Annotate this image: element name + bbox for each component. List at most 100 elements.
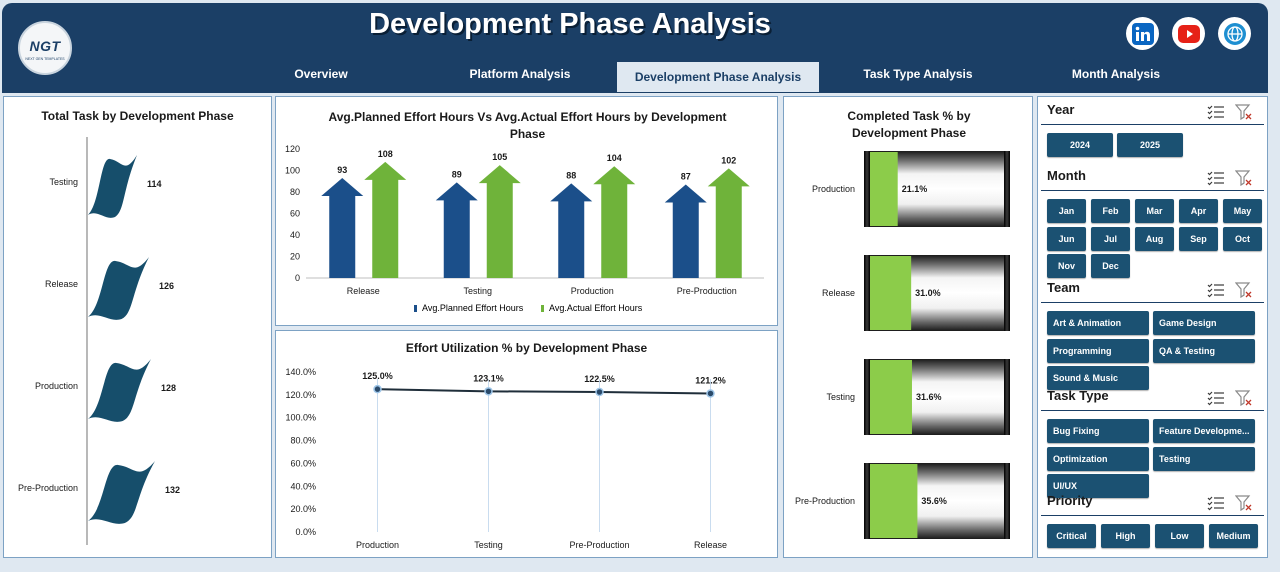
slicer-item[interactable]: Critical <box>1047 524 1096 548</box>
multi-select-icon <box>1207 171 1224 186</box>
slicer-item[interactable]: Oct <box>1223 226 1262 251</box>
slicer-item[interactable]: Feature Developme... <box>1153 419 1255 443</box>
gauge-cap-left <box>864 151 870 227</box>
website-button[interactable] <box>1218 17 1251 50</box>
legend-planned-label: Avg.Planned Effort Hours <box>422 303 524 313</box>
clear-filter-button[interactable] <box>1234 390 1253 411</box>
tab-month-analysis[interactable]: Month Analysis <box>1071 67 1161 81</box>
slicer-item[interactable]: May <box>1223 199 1262 223</box>
youtube-button[interactable] <box>1172 17 1205 50</box>
logo-text: NGT <box>29 38 61 54</box>
x-category-label: Pre-Production <box>569 540 629 550</box>
slicer-item[interactable]: Medium <box>1209 524 1258 548</box>
slicer-item[interactable]: QA & Testing <box>1153 338 1255 363</box>
multi-select-button[interactable] <box>1207 170 1225 191</box>
gauge-fill <box>869 360 912 434</box>
slicer-item[interactable]: Bug Fixing <box>1047 419 1149 443</box>
slicer-item[interactable]: Jan <box>1047 199 1086 223</box>
slicer-divider <box>1041 410 1264 411</box>
slicer-item[interactable]: 2024 <box>1047 133 1113 157</box>
tab-platform-analysis[interactable]: Platform Analysis <box>469 67 571 81</box>
y-tick-label: 80 <box>290 187 300 197</box>
clear-filter-button[interactable] <box>1234 104 1253 125</box>
clear-filter-button[interactable] <box>1234 495 1253 516</box>
effort-value-label: 88 <box>566 170 576 180</box>
tab-task-type-analysis[interactable]: Task Type Analysis <box>863 67 973 81</box>
completed-task-title: Completed Task % by Development Phase <box>847 109 971 140</box>
slicer-item[interactable]: Apr <box>1179 199 1218 223</box>
effort-utilization-chart: 0.0% 20.0% 40.0% 60.0% 80.0% 100.0% 120.0% 140.… <box>285 367 727 550</box>
y-tick-label: 20.0% <box>290 504 316 514</box>
slicer-title: Priority <box>1047 493 1093 508</box>
legend-actual-swatch <box>541 304 544 312</box>
slicer-item[interactable]: Jul <box>1091 226 1130 251</box>
slicer-item[interactable]: Jun <box>1047 226 1086 251</box>
effort-utilization-panel: Effort Utilization % by Development Phas… <box>275 330 778 558</box>
x-category-label: Testing <box>474 540 503 550</box>
slicer-item[interactable]: Art & Animation <box>1047 311 1149 335</box>
slicer-item[interactable]: Optimization <box>1047 446 1149 471</box>
tab-overview[interactable]: Overview <box>294 67 348 81</box>
slicer-item[interactable]: Nov <box>1047 254 1086 278</box>
x-category-label: Pre-Production <box>677 286 737 296</box>
slicer-item[interactable]: Dec <box>1091 254 1130 278</box>
slicer-item[interactable]: Programming <box>1047 338 1149 363</box>
logo: NGT NEXT GEN TEMPLATES <box>18 21 72 75</box>
linkedin-icon <box>1131 22 1154 45</box>
clear-filter-icon <box>1234 170 1252 187</box>
x-category-label: Testing <box>463 286 492 296</box>
utilization-value-label: 125.0% <box>362 371 393 381</box>
y-tick-label: 140.0% <box>285 367 316 377</box>
effort-value-label: 108 <box>378 149 393 159</box>
multi-select-button[interactable] <box>1207 104 1225 125</box>
task-value-label: 114 <box>147 179 162 189</box>
effort-value-label: 87 <box>681 171 691 181</box>
slicer-divider <box>1041 190 1264 191</box>
page-title: Development Phase Analysis <box>369 8 771 40</box>
effort-value-label: 89 <box>452 169 462 179</box>
clear-filter-button[interactable] <box>1234 170 1253 191</box>
youtube-icon <box>1177 24 1200 43</box>
slicer-item[interactable]: Mar <box>1135 199 1174 223</box>
slicer-item[interactable]: Sep <box>1179 226 1218 251</box>
legend-planned: Avg.Planned Effort Hours <box>414 303 523 313</box>
linkedin-button[interactable] <box>1126 17 1159 50</box>
effort-utilization-title: Effort Utilization % by Development Phas… <box>405 341 648 355</box>
task-category-label: Pre-Production <box>18 483 78 493</box>
slicer-item[interactable]: High <box>1101 524 1150 548</box>
planned-effort-arrow <box>435 182 478 278</box>
y-tick-label: 120.0% <box>285 390 316 400</box>
task-wave-bar <box>88 155 137 218</box>
slicer-item[interactable]: Low <box>1155 524 1204 548</box>
task-wave-bar <box>88 461 155 524</box>
effort-value-label: 105 <box>492 152 507 162</box>
slicer-item[interactable]: Sound & Music <box>1047 366 1149 390</box>
x-category-label: Production <box>571 286 614 296</box>
legend-actual-label: Avg.Actual Effort Hours <box>549 303 643 313</box>
task-category-label: Production <box>35 381 78 391</box>
slicer-item[interactable]: Game Design <box>1153 311 1255 335</box>
multi-select-button[interactable] <box>1207 390 1225 411</box>
utilization-value-label: 123.1% <box>473 373 504 383</box>
web-icon <box>1223 22 1246 45</box>
gauge-cap-right <box>1004 359 1010 435</box>
task-category-label: Testing <box>49 177 78 187</box>
multi-select-button[interactable] <box>1207 282 1225 303</box>
slicer-item[interactable]: 2025 <box>1117 133 1183 157</box>
task-wave-bar <box>88 257 149 320</box>
slicer-title: Year <box>1047 102 1075 117</box>
slicer-item[interactable]: UI/UX <box>1047 474 1149 498</box>
effort-value-label: 93 <box>337 165 347 175</box>
slicer-item[interactable]: Testing <box>1153 446 1255 471</box>
tab-development-phase-analysis[interactable]: Development Phase Analysis <box>617 62 819 92</box>
slicer-item[interactable]: Aug <box>1135 226 1174 251</box>
multi-select-button[interactable] <box>1207 495 1225 516</box>
utilization-line <box>377 388 711 395</box>
gauge-category-label: Production <box>812 184 855 194</box>
gauge-cap-left <box>864 359 870 435</box>
slicer-item[interactable]: Feb <box>1091 199 1130 223</box>
actual-effort-arrow <box>707 168 750 278</box>
clear-filter-button[interactable] <box>1234 282 1253 303</box>
effort-hours-chart: 0 20 40 60 80 100 120 Release 93 108 Testing 89 105 P… <box>285 144 764 296</box>
y-tick-label: 100.0% <box>285 413 316 423</box>
